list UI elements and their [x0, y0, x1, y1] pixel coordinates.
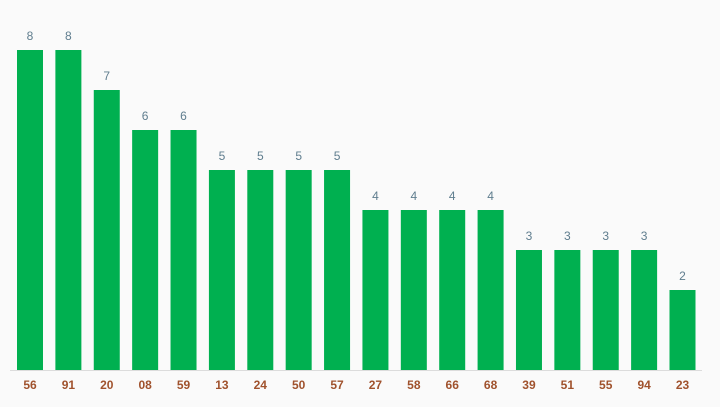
bar: [17, 50, 43, 370]
bar: [170, 130, 197, 370]
value-label: 4: [410, 189, 417, 203]
x-tick-label: 58: [407, 378, 421, 392]
bar: [55, 50, 82, 370]
x-tick-label: 51: [561, 378, 575, 392]
bar: [93, 90, 120, 370]
x-tick-label: 55: [599, 378, 613, 392]
bar: [669, 290, 696, 370]
x-tick-label: 50: [292, 378, 306, 392]
x-tick-label: 20: [100, 378, 114, 392]
value-label: 8: [65, 29, 72, 43]
value-label: 3: [641, 229, 648, 243]
x-tick-label: 56: [23, 378, 37, 392]
value-label: 5: [295, 149, 302, 163]
value-label: 5: [219, 149, 226, 163]
x-tick-label: 24: [254, 378, 268, 392]
x-tick-label: 08: [138, 378, 152, 392]
bar: [515, 250, 542, 370]
value-label: 4: [449, 189, 456, 203]
x-tick-label: 94: [637, 378, 651, 392]
bar: [439, 210, 466, 370]
value-label: 4: [487, 189, 494, 203]
bar: [592, 250, 619, 370]
x-tick-label: 23: [676, 378, 690, 392]
value-label: 4: [372, 189, 379, 203]
bar: [477, 210, 504, 370]
value-label: 5: [257, 149, 264, 163]
value-label: 5: [334, 149, 341, 163]
x-tick-label: 68: [484, 378, 498, 392]
x-tick-label: 57: [330, 378, 344, 392]
bar: [247, 170, 274, 370]
value-label: 2: [679, 269, 686, 283]
x-tick-label: 66: [446, 378, 460, 392]
value-label: 8: [27, 29, 34, 43]
x-tick-label: 39: [522, 378, 536, 392]
bar: [554, 250, 581, 370]
bar: [132, 130, 159, 370]
x-tick-label: 27: [369, 378, 383, 392]
x-tick-label: 91: [62, 378, 76, 392]
bar: [400, 210, 427, 370]
bar: [362, 210, 389, 370]
value-label: 3: [564, 229, 571, 243]
value-label: 6: [180, 109, 187, 123]
value-label: 3: [526, 229, 533, 243]
bar: [285, 170, 312, 370]
value-label: 3: [602, 229, 609, 243]
value-label: 6: [142, 109, 149, 123]
bar: [631, 250, 658, 370]
bar: [208, 170, 235, 370]
x-tick-label: 59: [177, 378, 191, 392]
x-tick-label: 13: [215, 378, 229, 392]
bar: [324, 170, 351, 370]
value-label: 7: [103, 69, 110, 83]
